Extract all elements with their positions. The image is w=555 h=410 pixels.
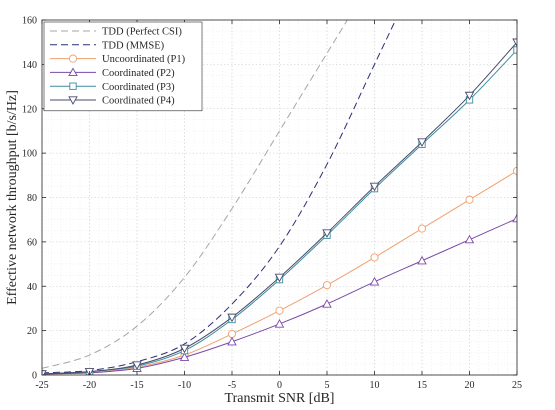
series-4-point <box>464 234 475 244</box>
y-tick-label: 80 <box>27 193 37 204</box>
x-tick-label: 5 <box>325 380 330 391</box>
series-3-point <box>465 195 474 204</box>
y-tick-label: 20 <box>27 326 37 337</box>
series-4-point <box>227 336 237 346</box>
x-axis-label: Transmit SNR [dB] <box>225 391 335 406</box>
y-tick-label: 60 <box>27 237 37 248</box>
series-3-point <box>370 253 379 262</box>
y-tick-label: 140 <box>22 60 37 71</box>
series-6-point <box>464 91 475 101</box>
series-6-point <box>369 182 380 192</box>
series-3-point <box>322 281 332 290</box>
series-6-point <box>274 273 285 283</box>
series-4-point <box>274 319 285 328</box>
series-4-point <box>179 352 190 361</box>
y-tick-label: 40 <box>27 282 37 293</box>
series-6-point <box>132 361 142 370</box>
x-tick-label: -15 <box>130 380 143 391</box>
series-layer <box>42 20 517 375</box>
y-axis-label: Effective network throughput [b/s/Hz] <box>5 90 20 305</box>
series-6-point <box>512 38 517 48</box>
series-line-5 <box>42 49 517 375</box>
x-tick-label: 25 <box>512 380 522 391</box>
x-tick-label: -25 <box>35 380 48 391</box>
series-4-point <box>417 255 427 265</box>
legend-label-3: Uncoordinated (P1) <box>102 54 186 65</box>
y-tick-label: 160 <box>22 16 37 27</box>
series-6-point <box>179 344 190 354</box>
series-4-point <box>369 276 380 286</box>
series-3-point <box>512 166 517 175</box>
legend-marker-6 <box>68 96 78 105</box>
x-axis-ticks: -25 -20 -15 -10 -5 0 5 10 15 20 25 <box>35 20 522 391</box>
x-tick-label: -10 <box>178 380 191 391</box>
series-3-point <box>275 306 284 315</box>
legend-label-4: Coordinated (P2) <box>102 68 175 79</box>
legend-label-2: TDD (MMSE) <box>102 40 165 51</box>
y-tick-label: 120 <box>22 104 37 115</box>
legend-marker-4 <box>68 67 78 77</box>
legend: TDD (Perfect CSI) TDD (MMSE) Uncoordinated… <box>43 21 203 112</box>
series-6-point <box>322 229 332 238</box>
y-axis-ticks: 0 20 40 60 80 100 120 140 160 <box>22 16 517 382</box>
x-tick-label: 15 <box>417 380 427 391</box>
legend-label-6: Coordinated (P4) <box>102 96 175 107</box>
series-line-2 <box>42 20 397 374</box>
series-line-1 <box>42 20 348 369</box>
series-3-point <box>227 329 237 339</box>
x-tick-label: 10 <box>370 380 380 391</box>
y-tick-label: 100 <box>22 149 37 160</box>
x-tick-label: -5 <box>228 380 236 391</box>
x-tick-label: 0 <box>277 380 282 391</box>
legend-label-1: TDD (Perfect CSI) <box>102 27 182 38</box>
legend-box <box>43 21 203 112</box>
series-4-point <box>322 299 332 308</box>
y-tick-label: 0 <box>32 371 37 382</box>
series-6-point <box>42 370 47 375</box>
series-4-point <box>512 213 517 223</box>
series-6-point <box>227 313 237 323</box>
series-line-6 <box>42 41 517 375</box>
legend-marker-5 <box>69 82 77 90</box>
x-tick-label: 20 <box>465 380 475 391</box>
series-3-point <box>417 224 427 233</box>
series-6-point <box>417 138 427 147</box>
legend-marker-3 <box>68 54 78 63</box>
legend-label-5: Coordinated (P3) <box>102 82 175 93</box>
x-tick-label: -20 <box>83 380 96 391</box>
